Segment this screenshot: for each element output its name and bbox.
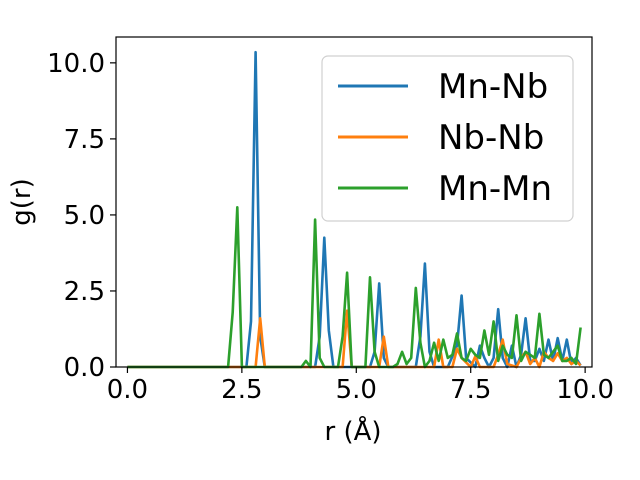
legend-label-mn-mn: Mn-Mn	[438, 169, 552, 209]
x-tick-label: 7.5	[450, 375, 491, 405]
legend: Mn-Nb Nb-Nb Mn-Mn	[321, 55, 574, 222]
y-tick-label: 10.0	[47, 49, 105, 79]
x-axis-label: r (Å)	[324, 415, 381, 447]
y-tick-label: 7.5	[64, 125, 105, 155]
legend-label-mn-nb: Mn-Nb	[438, 67, 548, 107]
y-tick-label: 5.0	[64, 201, 105, 231]
x-axis-ticks: 0.0 2.5 5.0 7.5 10.0	[107, 367, 614, 405]
legend-box	[321, 55, 574, 222]
x-tick-label: 10.0	[556, 375, 614, 405]
series-line-mn-mn	[127, 206, 582, 369]
legend-label-nb-nb: Nb-Nb	[438, 118, 544, 158]
y-axis-ticks: 0.0 2.5 5.0 7.5 10.0	[47, 49, 116, 383]
x-tick-label: 5.0	[336, 375, 377, 405]
x-tick-label: 0.0	[107, 375, 148, 405]
y-tick-label: 2.5	[64, 277, 105, 307]
y-axis-label: g(r)	[7, 178, 37, 225]
x-tick-label: 2.5	[221, 375, 262, 405]
plot-frame	[115, 36, 593, 368]
y-tick-label: 0.0	[64, 353, 105, 383]
